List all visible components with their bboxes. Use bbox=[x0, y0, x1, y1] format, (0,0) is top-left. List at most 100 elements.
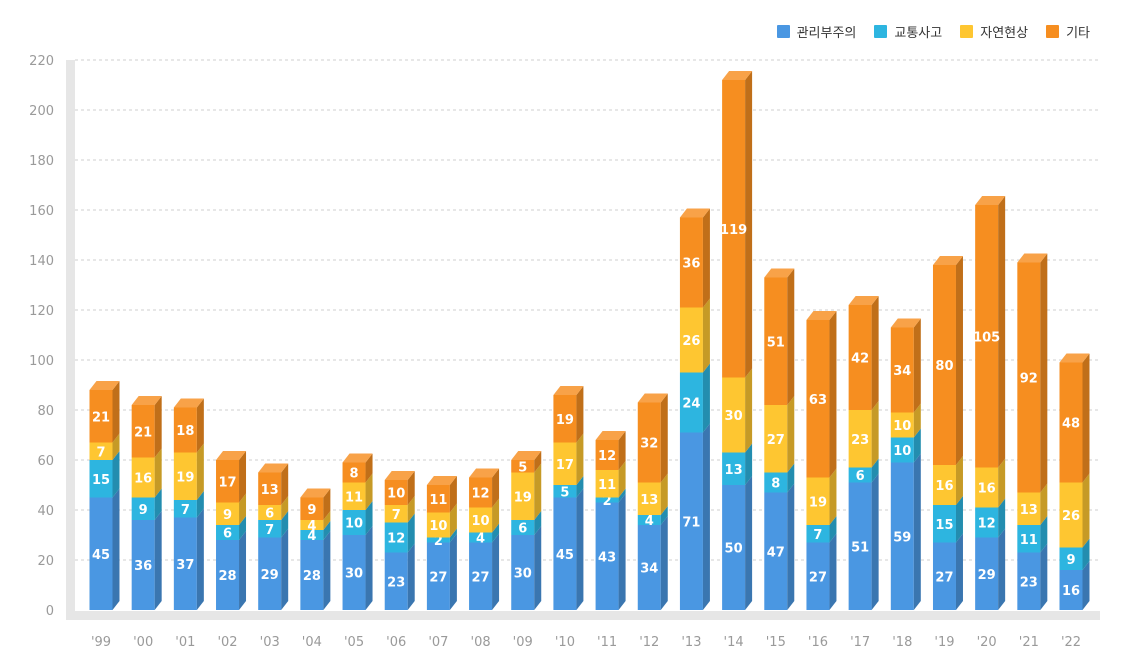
bar-segment bbox=[89, 390, 113, 443]
bar-segment-side bbox=[913, 428, 921, 463]
bar-segment bbox=[679, 217, 703, 308]
bar-stack: 59 10 10 34 bbox=[890, 318, 921, 610]
bar-segment bbox=[300, 540, 324, 610]
bar-stack: 27 210 11 bbox=[426, 476, 457, 610]
bar-segment-side bbox=[871, 458, 879, 483]
bar-segment bbox=[258, 537, 282, 610]
bar-segment bbox=[131, 520, 155, 610]
bar-top bbox=[258, 463, 289, 473]
bar-segment bbox=[469, 542, 493, 610]
bar-segment bbox=[384, 505, 408, 523]
bar-segment-side bbox=[239, 531, 247, 610]
bar-segment-side bbox=[871, 401, 879, 468]
bar-segment-side bbox=[660, 393, 668, 483]
bar-segment-side bbox=[407, 543, 415, 610]
bar-segment bbox=[637, 525, 661, 610]
x-tick-label: '15 bbox=[766, 635, 786, 650]
x-tick-label: '99 bbox=[91, 635, 111, 650]
bar-segment-side bbox=[998, 528, 1006, 610]
bar-value-label: 5 bbox=[518, 460, 527, 475]
bar-segment bbox=[131, 497, 155, 520]
bar-segment bbox=[342, 462, 366, 483]
legend-item-series-3: 기타 bbox=[1046, 22, 1090, 41]
bar-value-label: 19 bbox=[176, 470, 194, 485]
bar-segment-side bbox=[576, 488, 584, 610]
bar-segment bbox=[764, 405, 788, 473]
bar-segment-side bbox=[239, 516, 247, 540]
bar-segment bbox=[258, 472, 282, 505]
bar-value-label: 19 bbox=[556, 413, 574, 428]
bar-segment bbox=[1059, 362, 1083, 483]
bar-value-label: 10 bbox=[345, 517, 363, 532]
bar-segment-side bbox=[281, 511, 289, 538]
bar-top bbox=[216, 451, 247, 460]
bar-value-label: 32 bbox=[640, 437, 658, 452]
bar-segment-side bbox=[407, 471, 415, 505]
bar-top bbox=[764, 268, 795, 278]
bar-value-label: 29 bbox=[261, 568, 279, 583]
legend-swatch-series-0 bbox=[776, 25, 790, 38]
x-tick-label: '02 bbox=[217, 635, 237, 650]
bar-segment-side bbox=[239, 451, 247, 503]
bar-segment-side bbox=[281, 528, 289, 610]
bar-segment bbox=[1017, 552, 1041, 610]
x-tick-label: '22 bbox=[1061, 635, 1081, 650]
legend-item-series-2: 자연현상 bbox=[960, 22, 1028, 41]
x-tick-label: '17 bbox=[850, 635, 870, 650]
bar-segment-side bbox=[998, 458, 1006, 508]
legend-label-series-3: 기타 bbox=[1066, 26, 1090, 41]
bar-value-label: 80 bbox=[935, 359, 953, 374]
legend-label-series-1: 교통사고 bbox=[894, 26, 943, 41]
x-tick-label: '20 bbox=[977, 635, 997, 650]
bar-segment-side bbox=[618, 493, 626, 610]
bar-top bbox=[426, 476, 457, 485]
bar-value-label: 12 bbox=[598, 449, 616, 464]
bar-value-label: 30 bbox=[514, 567, 532, 582]
bar-segment-side bbox=[365, 501, 373, 535]
bar-stack: 30 10 11 8 bbox=[342, 453, 373, 610]
bar-value-label: 13 bbox=[1020, 503, 1038, 518]
bar-value-label: 105 bbox=[973, 330, 1000, 345]
plot-left-wall bbox=[66, 60, 75, 611]
bar-segment bbox=[764, 277, 788, 405]
bar-value-label: 11 bbox=[1020, 533, 1038, 548]
bar-top bbox=[975, 196, 1006, 205]
bar-segment bbox=[722, 80, 746, 378]
bar-value-label: 45 bbox=[556, 548, 574, 563]
bar-segment-side bbox=[998, 498, 1006, 538]
bar-segment-side bbox=[660, 506, 668, 525]
x-tick-label: '08 bbox=[471, 635, 491, 650]
bar-segment-side bbox=[281, 496, 289, 520]
bar-value-label: 26 bbox=[682, 334, 700, 349]
bar-value-label: 29 bbox=[978, 568, 996, 583]
bar-segment-side bbox=[492, 498, 500, 533]
bar-segment bbox=[553, 497, 577, 610]
bar-segment-side bbox=[618, 461, 626, 498]
bar-segment bbox=[553, 442, 577, 485]
x-tick-label: '21 bbox=[1019, 635, 1039, 650]
bar-segment bbox=[595, 440, 619, 470]
bar-value-label: 21 bbox=[134, 425, 152, 440]
bar-segment-side bbox=[323, 511, 331, 530]
bar-segment-side bbox=[196, 443, 204, 500]
bar-value-label: 12 bbox=[387, 532, 405, 547]
bar-segment-side bbox=[534, 511, 542, 535]
bar-segment-side bbox=[154, 396, 162, 458]
bar-segment bbox=[722, 485, 746, 610]
bar-stack: 34 4 13 32 bbox=[637, 393, 668, 610]
x-tick-label: '18 bbox=[892, 635, 912, 650]
bar-stack: 28 6 9 17 bbox=[216, 451, 247, 610]
bar-value-label: 34 bbox=[640, 562, 658, 577]
bar-value-label: 12 bbox=[472, 487, 490, 502]
bar-value-label: 17 bbox=[556, 458, 574, 473]
bar-segment-side bbox=[955, 533, 963, 610]
y-tick-label: 100 bbox=[29, 354, 54, 369]
bar-segment bbox=[258, 520, 282, 538]
bar-segment-side bbox=[365, 526, 373, 610]
bar-stack: 43 211 12 bbox=[595, 431, 626, 610]
bar-stack: 29 12 16 105 bbox=[973, 196, 1006, 610]
bar-segment bbox=[426, 542, 450, 610]
bar-top bbox=[1017, 253, 1048, 263]
bar-stack: 29 76 13 bbox=[258, 463, 289, 610]
bar-stack: 23 11 13 92 bbox=[1017, 253, 1048, 610]
